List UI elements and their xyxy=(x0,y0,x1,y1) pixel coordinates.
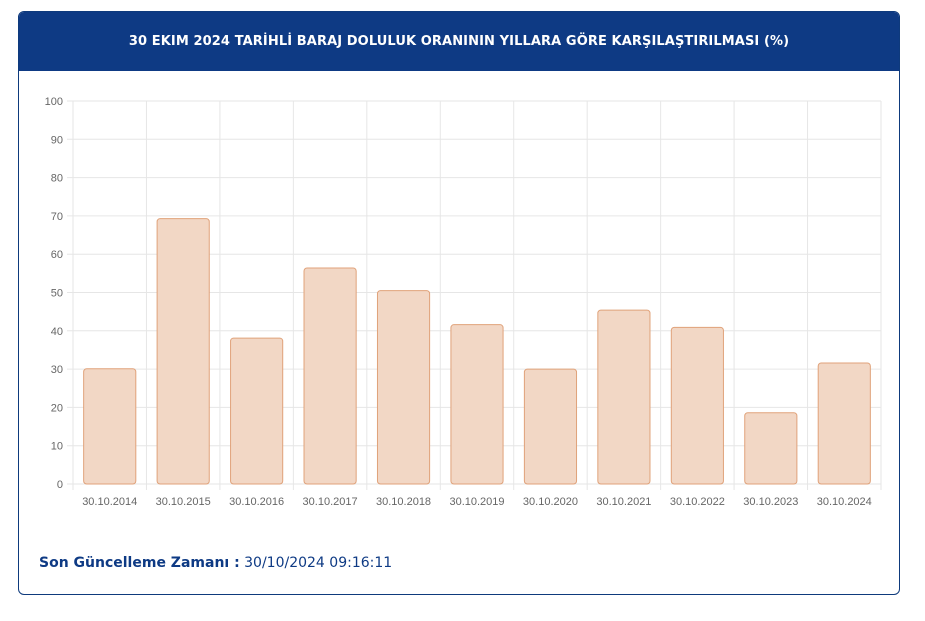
x-tick-label: 30.10.2014 xyxy=(82,496,137,508)
bar-30.10.2023[interactable] xyxy=(744,412,798,485)
x-tick-label: 30.10.2015 xyxy=(156,496,211,508)
y-tick-label: 30 xyxy=(51,364,63,376)
last-update-label: Son Güncelleme Zamanı : xyxy=(39,555,240,571)
x-tick-label: 30.10.2019 xyxy=(449,496,504,508)
y-tick-label: 80 xyxy=(51,173,63,185)
last-update-value: 30/10/2024 09:16:11 xyxy=(244,555,393,571)
y-tick-label: 70 xyxy=(51,211,63,223)
chart-card: 30 EKIM 2024 TARİHLİ BARAJ DOLULUK ORANI… xyxy=(18,11,900,595)
x-tick-label: 30.10.2017 xyxy=(303,496,358,508)
y-tick-label: 90 xyxy=(51,134,63,146)
y-tick-label: 100 xyxy=(45,96,63,108)
x-tick-label: 30.10.2022 xyxy=(670,496,725,508)
chart-area: 0 10 20 30 40 50 60 70 80 90 100 30.10.2014 30.10.20… xyxy=(19,71,899,531)
y-tick-label: 40 xyxy=(51,326,63,338)
y-tick-label: 60 xyxy=(51,249,63,261)
x-tick-label: 30.10.2020 xyxy=(523,496,578,508)
bar-30.10.2024[interactable] xyxy=(817,362,871,485)
bar-30.10.2018[interactable] xyxy=(376,290,431,485)
y-tick-label: 20 xyxy=(51,402,63,414)
bar-30.10.2014[interactable] xyxy=(83,368,137,485)
x-tick-label: 30.10.2016 xyxy=(229,496,284,508)
bar-30.10.2019[interactable] xyxy=(450,324,504,485)
bar-30.10.2021[interactable] xyxy=(597,309,651,485)
x-tick-label: 30.10.2024 xyxy=(817,496,872,508)
bar-chart: 0 10 20 30 40 50 60 70 80 90 100 30.10.2014 30.10.20… xyxy=(45,96,882,508)
x-tick-label: 30.10.2021 xyxy=(596,496,651,508)
x-tick-label: 30.10.2018 xyxy=(376,496,431,508)
last-update: Son Güncelleme Zamanı : 30/10/2024 09:16… xyxy=(39,555,392,571)
bar-30.10.2017[interactable] xyxy=(303,267,357,485)
bar-30.10.2015[interactable] xyxy=(156,218,210,485)
bar-30.10.2022[interactable] xyxy=(670,326,724,485)
bar-30.10.2020[interactable] xyxy=(523,368,578,485)
x-tick-label: 30.10.2023 xyxy=(743,496,798,508)
y-tick-label: 50 xyxy=(51,288,63,300)
y-tick-label: 10 xyxy=(51,441,63,453)
y-tick-label: 0 xyxy=(57,479,63,491)
chart-title: 30 EKIM 2024 TARİHLİ BARAJ DOLULUK ORANI… xyxy=(19,12,899,71)
bar-30.10.2016[interactable] xyxy=(230,337,284,485)
